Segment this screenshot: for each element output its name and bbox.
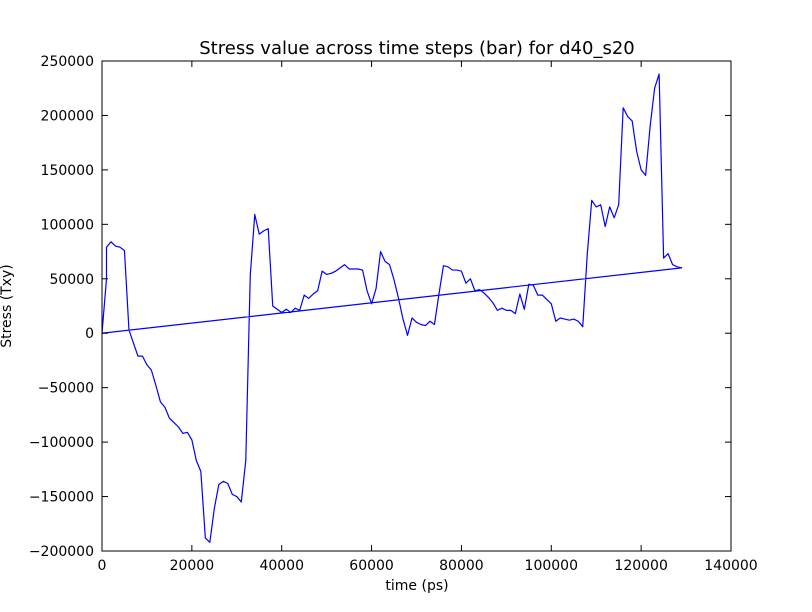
- plot-area: [101, 60, 732, 552]
- y-tick-label: −200000: [29, 544, 94, 560]
- y-tick-label: 200000: [41, 108, 94, 124]
- y-tick-label: −50000: [38, 381, 94, 397]
- stress-series-line: [101, 73, 683, 543]
- y-axis-label: Stress (Txy): [0, 264, 15, 348]
- x-tick-label: 40000: [259, 558, 304, 574]
- y-tick-label: 0: [85, 326, 94, 342]
- x-axis-label: time (ps): [385, 578, 448, 594]
- y-tick-label: −150000: [29, 490, 94, 506]
- x-tick-label: 140000: [704, 558, 757, 574]
- x-tick-label: 100000: [525, 558, 578, 574]
- y-tick-label: 150000: [41, 163, 94, 179]
- y-tick-label: −100000: [29, 435, 94, 451]
- x-tick-label: 60000: [349, 558, 394, 574]
- axis-ticks: 0 20000 40000 60000 80000 100000 120000 140000 −…: [29, 54, 758, 574]
- x-tick-label: 120000: [614, 558, 667, 574]
- x-tick-label: 80000: [439, 558, 484, 574]
- y-tick-label: 250000: [41, 54, 94, 70]
- y-tick-label: 100000: [41, 217, 94, 233]
- axes-frame: [101, 60, 732, 552]
- chart-title: Stress value across time steps (bar) for…: [199, 38, 634, 59]
- x-tick-label: 20000: [170, 558, 215, 574]
- x-tick-label: 0: [98, 558, 107, 574]
- y-tick-label: 50000: [49, 272, 94, 288]
